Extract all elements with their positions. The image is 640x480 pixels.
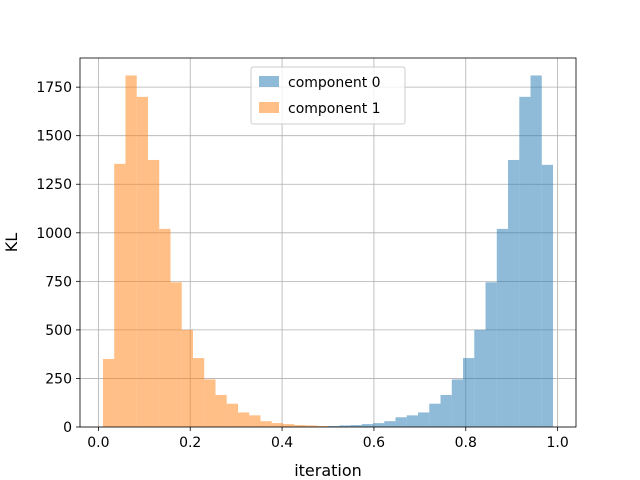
histogram-bar-series-0: [440, 394, 452, 427]
histogram-bar-series-0: [350, 425, 362, 427]
histogram-bar-series-1: [305, 425, 317, 427]
histogram-bar-series-1: [170, 282, 182, 427]
x-tick-label: 0.4: [271, 435, 293, 451]
x-tick-label: 0.8: [455, 435, 477, 451]
histogram-bar-series-0: [530, 75, 542, 428]
histogram-bar-series-1: [260, 421, 272, 427]
histogram-bar-series-1: [102, 359, 115, 427]
x-tick-label: 0.2: [179, 435, 201, 451]
histogram-bar-series-0: [519, 96, 531, 427]
histogram-bar-series-0: [541, 164, 554, 427]
histogram-bar-series-1: [237, 412, 250, 427]
legend-swatch-component-1: [259, 102, 279, 113]
y-tick-label: 1250: [36, 177, 72, 193]
histogram-bar-series-1: [159, 228, 171, 427]
y-axis-label: KL: [2, 233, 21, 252]
histogram-bar-series-0: [328, 426, 340, 427]
histogram-bar-series-1: [147, 159, 160, 428]
histogram-bar-series-0: [395, 417, 407, 427]
histogram-bar-series-0: [418, 412, 430, 427]
histogram-bar-series-1: [249, 415, 261, 427]
histogram-bar-series-0: [384, 421, 396, 427]
histogram-bar-series-0: [485, 282, 497, 427]
y-tick-label: 1750: [36, 80, 72, 96]
x-axis-label: iteration: [294, 461, 362, 480]
y-tick-label: 750: [45, 274, 72, 290]
histogram-bar-series-0: [496, 228, 509, 427]
histogram-bar-series-1: [204, 379, 216, 427]
x-tick-label: 0.0: [87, 435, 109, 451]
legend-frame: [250, 66, 406, 125]
histogram-bar-series-0: [463, 358, 475, 427]
histogram-bar-series-1: [125, 75, 137, 428]
histogram-bar-series-0: [373, 423, 385, 427]
legend-label-component-1: component 1: [288, 101, 381, 117]
y-tick-label: 1500: [36, 129, 72, 145]
y-tick-label: 0: [63, 420, 72, 436]
y-tick-label: 250: [45, 371, 72, 387]
histogram-bar-series-0: [474, 329, 486, 427]
histogram-bar-series-1: [215, 394, 227, 427]
histogram-bar-series-1: [271, 423, 283, 427]
histogram-bar-series-1: [226, 403, 238, 427]
histogram-bar-series-0: [339, 425, 351, 427]
histogram-bar-series-1: [136, 96, 148, 427]
x-tick-label: 0.6: [363, 435, 385, 451]
histogram-bar-series-0: [429, 403, 441, 427]
plot-frame: [79, 57, 577, 428]
legend-swatch-component-0: [259, 76, 279, 87]
bars: [102, 75, 554, 428]
x-tick-label: 1.0: [546, 435, 568, 451]
histogram-bar-series-0: [451, 379, 464, 427]
histogram-bar-series-0: [406, 415, 419, 427]
y-tick-label: 1000: [36, 226, 72, 242]
histogram-bar-series-1: [316, 426, 328, 427]
axis-ticks: 0.0 0.2 0.4 0.6 0.8 1.0 0 250 500 750 1000 1250 1500…: [36, 80, 568, 451]
histogram-bar-series-1: [181, 329, 193, 427]
histogram-bar-series-1: [114, 163, 126, 428]
legend-label-component-0: component 0: [288, 75, 381, 91]
histogram-bar-series-0: [508, 159, 520, 428]
histogram-bar-series-1: [294, 425, 306, 427]
y-tick-label: 500: [45, 323, 72, 339]
legend: component 0 component 1: [250, 66, 406, 125]
histogram-bar-series-1: [282, 424, 295, 427]
histogram-bar-series-1: [192, 358, 205, 427]
histogram-bar-series-0: [361, 424, 374, 427]
